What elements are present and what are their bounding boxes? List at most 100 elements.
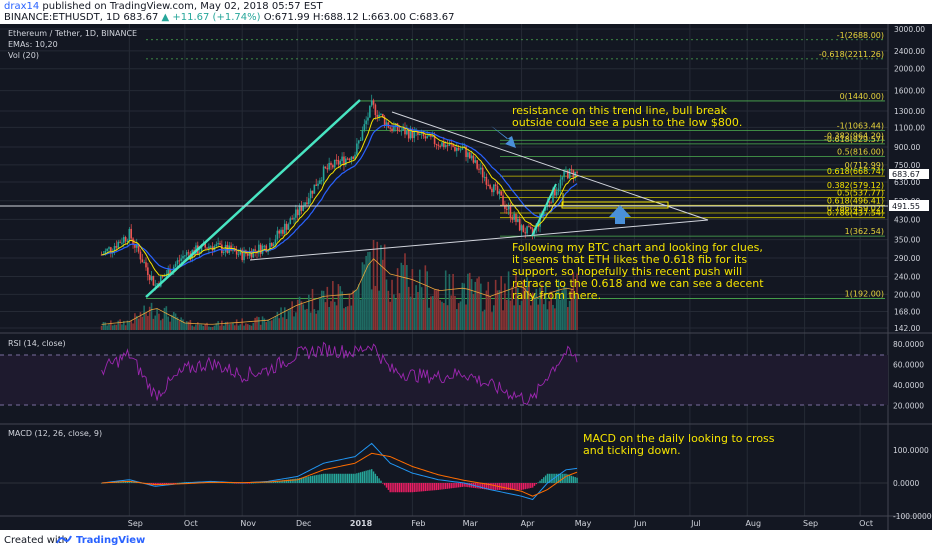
volume-bar bbox=[313, 309, 316, 330]
macd-histogram-bar bbox=[276, 480, 279, 483]
macd-histogram-bar bbox=[408, 483, 410, 493]
candle-body bbox=[465, 146, 467, 158]
rsi-band bbox=[0, 355, 888, 405]
macd-histogram-bar bbox=[245, 483, 247, 484]
candle-body bbox=[110, 247, 112, 252]
uptrend-line[interactable] bbox=[145, 99, 361, 298]
candle-body bbox=[483, 176, 486, 178]
volume-bar bbox=[367, 251, 369, 330]
fib-label: 0.5(537.77) bbox=[837, 188, 884, 197]
volume-bar bbox=[389, 301, 391, 330]
macd-histogram-bar bbox=[433, 483, 436, 491]
volume-bar bbox=[147, 315, 149, 330]
volume-bar bbox=[202, 326, 205, 330]
candle-body bbox=[474, 160, 477, 163]
macd-histogram-bar bbox=[356, 473, 358, 483]
macd-histogram-bar bbox=[454, 483, 456, 488]
candle-body bbox=[524, 232, 527, 234]
volume-bar bbox=[224, 321, 227, 330]
macd-histogram-bar bbox=[450, 483, 452, 489]
macd-histogram-bar bbox=[293, 478, 295, 483]
annotation-support[interactable]: Following my BTC chart and looking for c… bbox=[512, 241, 764, 302]
volume-bar bbox=[295, 312, 297, 330]
candle-body bbox=[576, 171, 578, 173]
macd-histogram-bar bbox=[300, 477, 303, 483]
candle-body bbox=[248, 251, 251, 256]
volume-bar bbox=[468, 272, 471, 330]
volume-bar bbox=[256, 316, 258, 330]
volume-bar bbox=[158, 313, 160, 330]
candle-body bbox=[428, 134, 430, 137]
candle-body bbox=[126, 240, 129, 242]
candle-body bbox=[363, 124, 366, 131]
volume-bar bbox=[139, 312, 142, 330]
time-axis[interactable]: Sep Oct Nov Dec 2018 Feb Mar Apr May Jun Jul Aug Sep… bbox=[128, 519, 873, 528]
candle-body bbox=[209, 246, 212, 248]
rsi-axis[interactable]: 80.0000 60.0000 40.0000 20.0000 bbox=[893, 340, 924, 411]
macd-histogram-bar bbox=[328, 473, 330, 483]
macd-histogram-bar bbox=[171, 483, 173, 484]
candle-body bbox=[115, 246, 118, 248]
macd-tick-label: -100.0000 bbox=[893, 512, 932, 521]
support-trendline[interactable] bbox=[249, 219, 709, 261]
volume-bar bbox=[100, 325, 103, 330]
candle-body bbox=[424, 136, 427, 139]
candle-body bbox=[498, 191, 501, 194]
time-tick-label: Oct bbox=[184, 519, 198, 528]
macd-histogram-bar bbox=[176, 482, 179, 484]
macd-histogram-bar bbox=[311, 475, 314, 483]
target-zone-box[interactable] bbox=[561, 201, 669, 209]
volume-bar bbox=[182, 319, 184, 330]
fib-label: 1(192.00) bbox=[845, 289, 884, 298]
macd-axis[interactable]: 100.0000 0.0000 -100.0000 bbox=[893, 446, 932, 521]
volume-bar bbox=[378, 290, 380, 330]
price-tick-label: 900.00 bbox=[894, 143, 920, 152]
candle-body bbox=[258, 244, 260, 254]
candle-body bbox=[341, 156, 343, 161]
macd-histogram-bar bbox=[415, 483, 417, 492]
chart-svg[interactable]: -1(2688.00) -0.618(2211.26) 0(1440.00) -1(1… bbox=[0, 24, 932, 530]
candle-body bbox=[568, 168, 571, 179]
volume-bar bbox=[542, 304, 545, 330]
macd-histogram-bar bbox=[483, 483, 486, 490]
chart-area[interactable]: -1(2688.00) -0.618(2211.26) 0(1440.00) -1(1… bbox=[0, 24, 932, 530]
candle-body bbox=[335, 159, 338, 161]
volume-bar bbox=[254, 317, 256, 330]
candle-body bbox=[215, 244, 218, 247]
candle-body bbox=[422, 132, 425, 137]
volume-bar bbox=[276, 311, 279, 330]
author-link[interactable]: drax14 bbox=[4, 1, 40, 12]
legend-volume: Vol (20) bbox=[8, 51, 39, 60]
volume-bar bbox=[465, 304, 467, 330]
annotation-macd[interactable]: MACD on the daily looking to cross and ti… bbox=[583, 432, 775, 457]
macd-histogram-bar bbox=[265, 482, 267, 483]
volume-bar bbox=[197, 322, 199, 330]
candle-body bbox=[304, 202, 306, 206]
macd-histogram-bar bbox=[372, 471, 375, 483]
volume-bar bbox=[467, 273, 469, 330]
macd-histogram-bar bbox=[531, 483, 534, 488]
volume-bar bbox=[230, 323, 232, 330]
candle-body bbox=[282, 229, 284, 234]
rsi-polyline bbox=[101, 341, 578, 406]
volume-bar bbox=[198, 324, 201, 330]
recent-rally-line[interactable] bbox=[531, 183, 557, 237]
volume-bar bbox=[407, 286, 410, 330]
volume-bar bbox=[265, 322, 268, 330]
macd-histogram-bar bbox=[230, 482, 232, 484]
candle-body bbox=[148, 275, 151, 280]
rsi-line bbox=[101, 341, 578, 406]
volume-bar bbox=[504, 283, 506, 330]
annotation-resistance[interactable]: resistance on this trend line, bull brea… bbox=[512, 104, 742, 129]
macd-histogram-bar bbox=[332, 473, 334, 483]
volume-bar bbox=[237, 325, 240, 330]
volume-bar bbox=[363, 264, 366, 330]
macd-histogram-bar bbox=[335, 473, 338, 483]
tradingview-brand-link[interactable]: TradingView bbox=[76, 535, 146, 546]
volume-bar bbox=[345, 306, 347, 330]
macd-histogram-bar bbox=[161, 483, 164, 485]
macd-histogram-bar bbox=[506, 483, 508, 490]
candle-body bbox=[487, 184, 490, 186]
macd-histogram-bar bbox=[485, 483, 488, 490]
macd-histogram-bar bbox=[393, 483, 395, 493]
